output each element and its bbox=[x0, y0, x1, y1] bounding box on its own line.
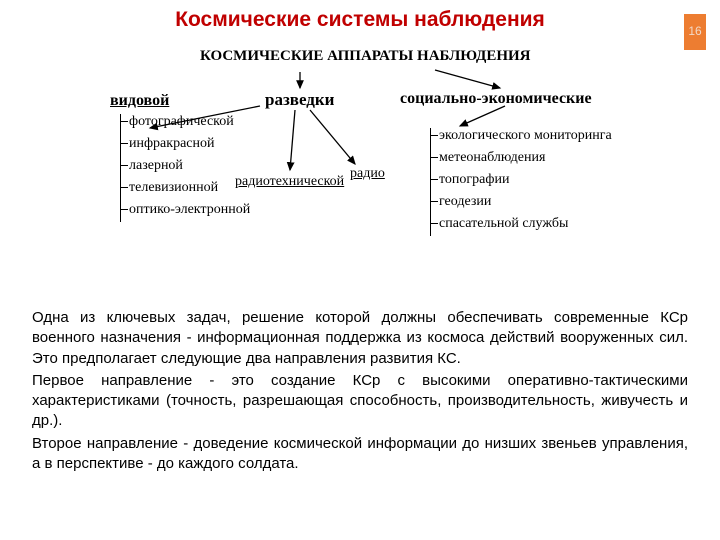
slide-number: 16 bbox=[684, 14, 706, 50]
node-razvedki: разведки bbox=[265, 90, 334, 110]
branch-radio: радио bbox=[350, 166, 385, 182]
left-item: оптико-электронной bbox=[120, 202, 250, 218]
left-item: инфракрасной bbox=[120, 136, 214, 152]
slide-title: Космические системы наблюдения bbox=[0, 8, 720, 32]
left-item: телевизионной bbox=[120, 180, 218, 196]
right-item: спасательной службы bbox=[430, 216, 568, 232]
body-text: Одна из ключевых задач, решение которой … bbox=[32, 308, 688, 476]
body-p3: Второе направление - доведение космическ… bbox=[32, 434, 688, 475]
body-p1: Одна из ключевых задач, решение которой … bbox=[32, 308, 688, 369]
left-item: фотографической bbox=[120, 114, 234, 130]
node-socio: социально-экономические bbox=[400, 90, 592, 108]
diagram-root: КОСМИЧЕСКИЕ АППАРАТЫ НАБЛЮДЕНИЯ bbox=[200, 48, 531, 65]
diagram: КОСМИЧЕСКИЕ АППАРАТЫ НАБЛЮДЕНИЯ видовой р… bbox=[100, 48, 660, 278]
branch-radiotech: радиотехнической bbox=[235, 174, 344, 190]
right-item: метеонаблюдения bbox=[430, 150, 545, 166]
left-item: лазерной bbox=[120, 158, 183, 174]
right-item: топографии bbox=[430, 172, 509, 188]
diagram-arrows bbox=[100, 48, 660, 278]
right-item: геодезии bbox=[430, 194, 491, 210]
node-vidovoy: видовой bbox=[110, 92, 169, 110]
right-item: экологического мониторинга bbox=[430, 128, 612, 144]
body-p2: Первое направление - это создание КСр с … bbox=[32, 371, 688, 432]
